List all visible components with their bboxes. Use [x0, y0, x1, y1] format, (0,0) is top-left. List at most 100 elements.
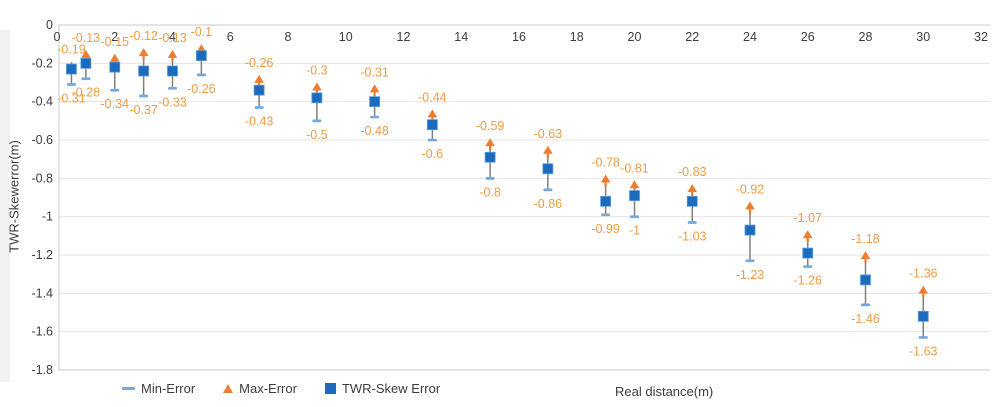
twr-skew-marker[interactable] [311, 92, 323, 104]
min-error-data-label: -1 [629, 224, 640, 238]
min-error-marker[interactable] [254, 106, 264, 109]
max-error-data-label: -0.92 [736, 182, 765, 196]
min-error-data-label: -0.99 [591, 222, 620, 236]
max-error-marker[interactable] [254, 74, 264, 83]
min-error-marker[interactable] [861, 303, 870, 307]
min-error-dash-icon [122, 387, 135, 390]
min-error-data-label: -0.26 [187, 82, 216, 96]
min-error-marker[interactable] [196, 73, 206, 77]
min-error-marker[interactable] [168, 86, 177, 90]
max-error-marker[interactable] [369, 84, 380, 93]
max-error-marker[interactable] [600, 174, 611, 183]
min-error-marker[interactable] [81, 77, 91, 81]
y-tick-label: -0.4 [31, 95, 53, 109]
min-error-data-label: -1.23 [736, 268, 765, 282]
y-tick-label: -1.2 [31, 248, 53, 262]
min-error-marker[interactable] [427, 138, 437, 142]
twr-skew-marker[interactable] [917, 310, 929, 322]
max-error-marker[interactable] [138, 48, 149, 57]
legend-item-twr-skew-error[interactable]: TWR-Skew Error [324, 381, 441, 396]
max-error-data-label: -0.81 [620, 161, 649, 175]
twr-skew-marker[interactable] [195, 50, 207, 62]
twr-skew-marker[interactable] [600, 195, 612, 207]
min-error-marker[interactable] [485, 177, 495, 180]
twr-skew-marker[interactable] [80, 57, 92, 69]
max-error-marker[interactable] [312, 82, 322, 91]
max-error-data-label: -0.83 [678, 165, 707, 179]
min-error-marker[interactable] [110, 88, 120, 92]
min-error-marker[interactable] [312, 119, 322, 123]
max-error-marker[interactable] [81, 49, 91, 58]
min-error-data-label: -0.28 [72, 86, 101, 100]
max-error-data-label: -0.13 [158, 31, 187, 45]
min-error-marker[interactable] [687, 221, 697, 224]
min-error-data-label: -1.63 [909, 344, 938, 358]
max-error-marker[interactable] [745, 201, 755, 210]
max-error-marker[interactable] [196, 44, 207, 53]
max-error-data-label: -0.31 [360, 65, 389, 79]
y-tick-label: -1.6 [31, 325, 53, 339]
twr-skew-marker[interactable] [484, 151, 496, 163]
x-tick-label: 0 [54, 30, 61, 44]
min-error-marker[interactable] [601, 213, 611, 217]
twr-skew-marker[interactable] [802, 247, 814, 259]
x-tick-label: 18 [570, 30, 584, 44]
twr-skew-marker[interactable] [860, 274, 871, 286]
x-tick-label: 26 [801, 30, 815, 44]
max-error-data-label: -0.12 [129, 29, 158, 43]
twr-skew-marker[interactable] [426, 119, 438, 131]
max-error-marker[interactable] [167, 49, 178, 58]
twr-skew-marker[interactable] [109, 61, 121, 73]
min-error-marker[interactable] [803, 265, 813, 268]
max-error-marker[interactable] [485, 138, 495, 147]
min-error-marker[interactable] [66, 83, 76, 86]
min-error-marker[interactable] [630, 215, 639, 219]
legend-item-min-error[interactable]: Min-Error [122, 381, 195, 396]
max-error-marker-stem [691, 192, 694, 197]
min-error-data-label: -1.03 [678, 229, 707, 243]
max-error-marker[interactable] [918, 285, 929, 294]
min-error-marker[interactable] [370, 115, 380, 119]
min-error-marker[interactable] [139, 94, 149, 98]
min-error-marker[interactable] [745, 259, 755, 263]
max-error-data-label: -0.15 [101, 35, 130, 49]
twr-skew-marker[interactable] [138, 65, 150, 77]
twr-skew-marker[interactable] [629, 190, 640, 201]
max-error-data-label: -1.36 [909, 267, 938, 281]
min-error-data-label: -0.34 [101, 97, 130, 111]
x-tick-label: 16 [512, 30, 526, 44]
max-error-marker[interactable] [860, 251, 871, 260]
legend-item-max-error[interactable]: Max-Error [223, 381, 297, 396]
max-error-marker[interactable] [802, 230, 813, 239]
max-error-marker[interactable] [543, 145, 553, 154]
twr-skew-marker[interactable] [167, 65, 178, 77]
min-error-data-label: -0.86 [534, 197, 563, 211]
max-error-data-label: -0.1 [191, 25, 213, 39]
max-error-marker-stem [864, 259, 867, 264]
min-error-marker[interactable] [918, 336, 928, 339]
min-error-marker[interactable] [543, 188, 553, 192]
legend-label-twr-skew-error: TWR-Skew Error [341, 381, 441, 396]
twr-skew-marker[interactable] [542, 163, 554, 175]
twr-skew-marker[interactable] [686, 195, 698, 207]
twr-skew-marker[interactable] [369, 96, 381, 108]
min-error-data-label: -0.33 [158, 95, 187, 109]
legend-label-min-error: Min-Error [141, 381, 196, 396]
max-error-data-label: -0.78 [591, 156, 620, 170]
min-error-data-label: -0.43 [245, 114, 274, 128]
max-error-marker[interactable] [629, 180, 640, 189]
max-error-data-label: -0.19 [57, 42, 86, 56]
twr-skew-marker[interactable] [253, 84, 265, 96]
max-error-marker[interactable] [427, 109, 438, 118]
twr-skew-square-icon [324, 383, 336, 394]
max-error-data-label: -0.59 [476, 119, 505, 133]
max-error-marker[interactable] [109, 53, 120, 62]
max-error-marker-stem [142, 56, 145, 61]
x-tick-label: 24 [743, 30, 757, 44]
y-tick-label: -1 [42, 210, 53, 224]
twr-skew-marker[interactable] [744, 224, 756, 236]
max-error-marker-stem [373, 92, 376, 97]
twr-skew-marker[interactable] [66, 63, 77, 75]
max-error-marker[interactable] [687, 184, 698, 193]
